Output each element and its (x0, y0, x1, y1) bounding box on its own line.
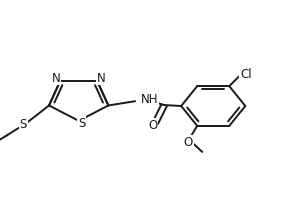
Text: S: S (78, 117, 85, 130)
Text: S: S (20, 119, 27, 131)
Text: N: N (52, 71, 60, 85)
Text: O: O (148, 119, 157, 132)
Text: N: N (97, 71, 106, 85)
Text: NH: NH (141, 93, 159, 106)
Text: Cl: Cl (240, 68, 252, 81)
Text: O: O (184, 136, 193, 149)
